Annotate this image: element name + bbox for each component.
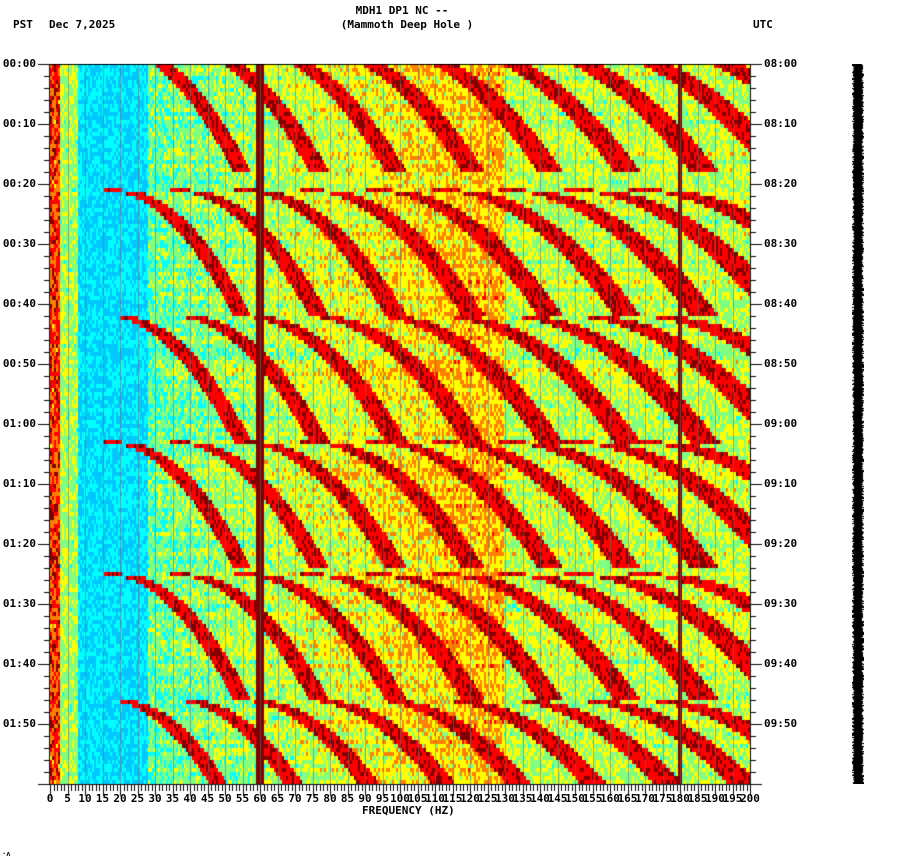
- x-tick-label: 180: [670, 792, 690, 805]
- x-tick-label: 70: [288, 792, 302, 805]
- x-tick-label: 50: [218, 792, 232, 805]
- y-tick-label-left: 00:30: [2, 237, 36, 250]
- x-tick-label: 55: [235, 792, 250, 805]
- x-tick-label: 200: [740, 792, 760, 805]
- x-tick-label: 45: [200, 792, 215, 805]
- x-tick-label: 30: [148, 792, 162, 805]
- y-tick-label-left: 01:00: [2, 417, 36, 430]
- x-tick-label: 140: [530, 792, 550, 805]
- y-tick-label-right: 08:30: [764, 237, 798, 250]
- x-tick-label: 170: [635, 792, 655, 805]
- x-tick-label: 135: [512, 792, 533, 805]
- y-tick-label-left: 01:10: [2, 477, 36, 490]
- x-tick-label: 155: [582, 792, 603, 805]
- y-tick-label-right: 09:50: [764, 717, 798, 730]
- y-tick-label-right: 09:30: [764, 597, 798, 610]
- y-tick-label-right: 08:20: [764, 177, 798, 190]
- x-tick-label: 60: [253, 792, 267, 805]
- amplitude-strip: [852, 64, 864, 784]
- y-tick-label-right: 09:10: [764, 477, 798, 490]
- x-tick-label: 195: [722, 792, 743, 805]
- y-tick-label-right: 08:00: [764, 57, 798, 70]
- corner-mark: ·ʌ: [2, 850, 11, 858]
- x-tick-label: 40: [183, 792, 197, 805]
- x-tick-label: 145: [547, 792, 568, 805]
- x-tick-label: 35: [165, 792, 180, 805]
- x-tick-label: 0: [46, 792, 54, 805]
- x-tick-label: 10: [78, 792, 92, 805]
- x-tick-label: 160: [600, 792, 620, 805]
- x-tick-label: 185: [687, 792, 708, 805]
- x-tick-label: 90: [358, 792, 372, 805]
- x-tick-label: 65: [270, 792, 285, 805]
- y-tick-label-left: 00:40: [2, 297, 36, 310]
- x-tick-label: 20: [113, 792, 127, 805]
- y-tick-label-left: 00:20: [2, 177, 36, 190]
- x-tick-label: 110: [425, 792, 445, 805]
- y-tick-label-right: 08:50: [764, 357, 798, 370]
- y-tick-label-left: 00:10: [2, 117, 36, 130]
- y-tick-label-left: 01:20: [2, 537, 36, 550]
- x-tick-label: 175: [652, 792, 673, 805]
- x-tick-label: 115: [442, 792, 463, 805]
- x-tick-label: 15: [95, 792, 110, 805]
- x-tick-label: 85: [340, 792, 355, 805]
- y-tick-label-right: 09:00: [764, 417, 798, 430]
- x-tick-label: 125: [477, 792, 498, 805]
- x-tick-label: 190: [705, 792, 725, 805]
- x-tick-label: 75: [305, 792, 320, 805]
- y-tick-label-left: 00:00: [2, 57, 36, 70]
- x-tick-label: 150: [565, 792, 585, 805]
- y-tick-label-left: 01:50: [2, 717, 36, 730]
- y-tick-label-right: 08:40: [764, 297, 798, 310]
- x-tick-label: 130: [495, 792, 515, 805]
- y-tick-label-left: 01:30: [2, 597, 36, 610]
- x-tick-label: 5: [64, 792, 71, 805]
- x-tick-label: 100: [390, 792, 410, 805]
- x-tick-label: 165: [617, 792, 638, 805]
- x-tick-label: 25: [130, 792, 145, 805]
- x-tick-label: 80: [323, 792, 337, 805]
- y-tick-label-right: 09:20: [764, 537, 798, 550]
- y-tick-label-left: 01:40: [2, 657, 36, 670]
- y-tick-label-left: 00:50: [2, 357, 36, 370]
- x-tick-label: 120: [460, 792, 480, 805]
- x-axis-title: FREQUENCY (HZ): [362, 804, 455, 817]
- x-tick-label: 95: [375, 792, 390, 805]
- y-tick-label-right: 08:10: [764, 117, 798, 130]
- y-tick-label-right: 09:40: [764, 657, 798, 670]
- x-tick-label: 105: [407, 792, 428, 805]
